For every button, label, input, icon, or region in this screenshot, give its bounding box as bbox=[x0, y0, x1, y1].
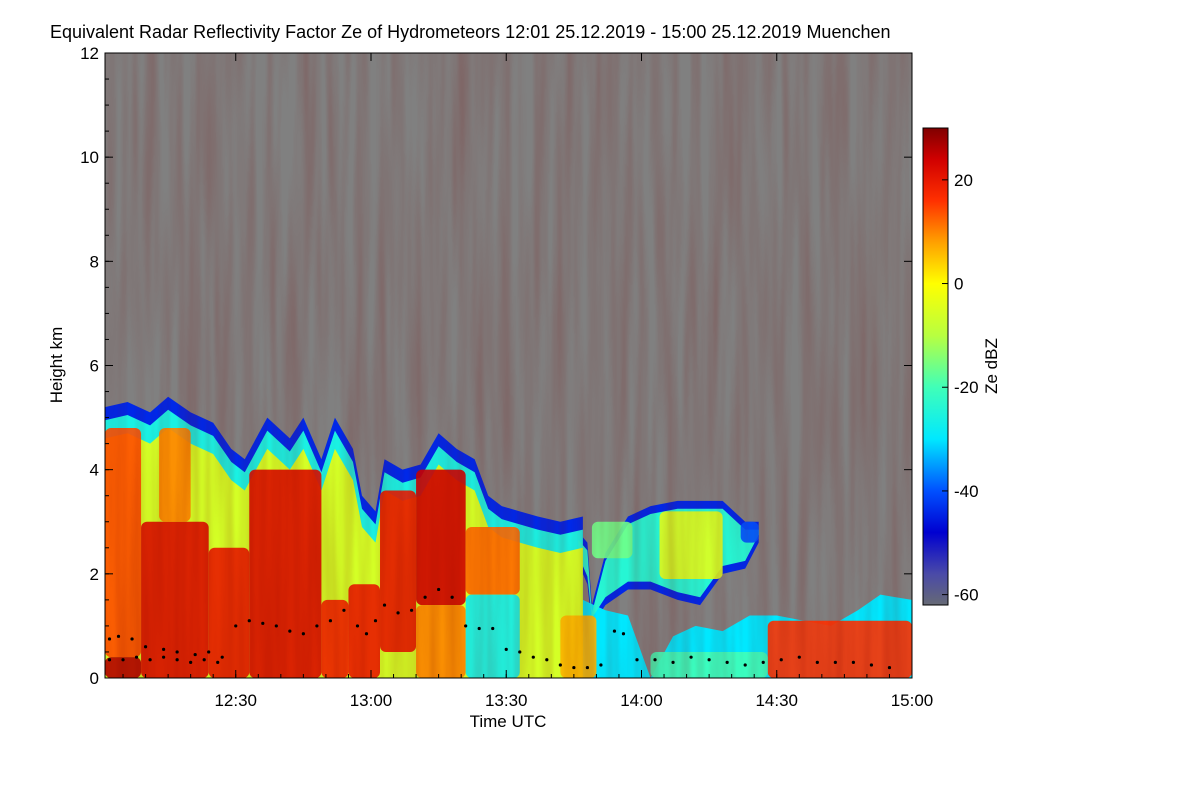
surface-point bbox=[108, 658, 111, 661]
y-tick-label: 12 bbox=[80, 44, 99, 63]
cloud-base-point bbox=[744, 663, 747, 666]
cloud-base-point bbox=[329, 619, 332, 622]
colorbar-gradient bbox=[923, 128, 948, 605]
surface-point bbox=[148, 658, 151, 661]
cloud-base-point bbox=[261, 622, 264, 625]
cloud-base-point bbox=[207, 650, 210, 653]
y-axis-label: Height km bbox=[47, 327, 66, 404]
cloud-base-point bbox=[491, 627, 494, 630]
colorbar: 20 0 -20 -40 -60 Ze dBZ bbox=[923, 128, 1001, 605]
cloud-base-point bbox=[653, 658, 656, 661]
surface-point bbox=[121, 658, 124, 661]
surface-point bbox=[189, 661, 192, 664]
cloud-base-point bbox=[505, 648, 508, 651]
cloud-base-point bbox=[726, 661, 729, 664]
cloud-base-point bbox=[816, 661, 819, 664]
cloud-base-point bbox=[762, 661, 765, 664]
surface-point bbox=[176, 658, 179, 661]
cloud-base-point bbox=[162, 648, 165, 651]
cloud-base-point bbox=[396, 611, 399, 614]
y-tick-label: 10 bbox=[80, 148, 99, 167]
radar-chart: 12:30 13:00 13:30 14:00 14:30 15:00 0 2 4 6 8 10 12… bbox=[0, 0, 1200, 800]
colorbar-label: Ze dBZ bbox=[982, 338, 1001, 394]
x-tick-label: 15:00 bbox=[891, 691, 934, 710]
cloud-base-point bbox=[194, 653, 197, 656]
cloud-base-point bbox=[356, 624, 359, 627]
surface-point bbox=[203, 658, 206, 661]
cloud-base-point bbox=[234, 624, 237, 627]
y-tick-label: 8 bbox=[90, 252, 99, 271]
figure: Equivalent Radar Reflectivity Factor Ze … bbox=[0, 0, 1200, 800]
colorbar-tick-label: -20 bbox=[954, 378, 979, 397]
cloud-base-point bbox=[532, 656, 535, 659]
cloud-base-point bbox=[383, 603, 386, 606]
colorbar-tick-label: -60 bbox=[954, 586, 979, 605]
cloud-base-point bbox=[708, 658, 711, 661]
y-tick-label: 4 bbox=[90, 461, 99, 480]
cloud-base-point bbox=[464, 624, 467, 627]
cloud-base-point bbox=[852, 661, 855, 664]
cloud-base-point bbox=[410, 609, 413, 612]
cloud-base-point bbox=[780, 658, 783, 661]
cloud-base-point bbox=[599, 663, 602, 666]
cloud-base-point bbox=[798, 656, 801, 659]
x-tick-label: 14:30 bbox=[755, 691, 798, 710]
cloud-base-point bbox=[518, 650, 521, 653]
reflectivity-field bbox=[105, 53, 912, 678]
cloud-base-point bbox=[613, 630, 616, 633]
cloud-base-point bbox=[586, 666, 589, 669]
cloud-base-point bbox=[635, 658, 638, 661]
cloud-base-point bbox=[671, 661, 674, 664]
cloud-base-point bbox=[315, 624, 318, 627]
surface-point bbox=[135, 656, 138, 659]
cloud-base-point bbox=[176, 650, 179, 653]
colorbar-tick-label: 20 bbox=[954, 171, 973, 190]
cloud-base-point bbox=[302, 632, 305, 635]
colorbar-tick-label: -40 bbox=[954, 482, 979, 501]
colorbar-tick-label: 0 bbox=[954, 275, 963, 294]
cloud-base-point bbox=[221, 656, 224, 659]
cloud-base-point bbox=[130, 637, 133, 640]
cloud-base-point bbox=[888, 666, 891, 669]
y-tick-label: 0 bbox=[90, 669, 99, 688]
cloud-base-point bbox=[342, 609, 345, 612]
cloud-base-point bbox=[451, 596, 454, 599]
cloud-base-point bbox=[437, 588, 440, 591]
cloud-base-point bbox=[144, 645, 147, 648]
streak-texture bbox=[105, 53, 912, 678]
x-tick-label: 13:30 bbox=[485, 691, 528, 710]
cloud-base-point bbox=[108, 637, 111, 640]
y-tick-label: 6 bbox=[90, 357, 99, 376]
y-tick-label: 2 bbox=[90, 565, 99, 584]
cloud-base-point bbox=[622, 632, 625, 635]
x-axis-label: Time UTC bbox=[470, 712, 547, 731]
cloud-base-point bbox=[870, 663, 873, 666]
cloud-base-point bbox=[834, 661, 837, 664]
surface-point bbox=[216, 661, 219, 664]
cloud-base-point bbox=[478, 627, 481, 630]
cloud-base-point bbox=[689, 656, 692, 659]
cloud-base-point bbox=[423, 596, 426, 599]
x-tick-label: 12:30 bbox=[214, 691, 257, 710]
surface-point bbox=[162, 656, 165, 659]
cloud-base-point bbox=[572, 666, 575, 669]
cloud-base-point bbox=[275, 624, 278, 627]
cloud-base-point bbox=[117, 635, 120, 638]
cloud-base-point bbox=[248, 619, 251, 622]
x-tick-label: 13:00 bbox=[350, 691, 393, 710]
x-tick-label: 14:00 bbox=[620, 691, 663, 710]
cloud-base-point bbox=[559, 663, 562, 666]
cloud-base-point bbox=[545, 658, 548, 661]
cloud-base-point bbox=[365, 632, 368, 635]
cloud-base-point bbox=[288, 630, 291, 633]
cloud-base-point bbox=[374, 619, 377, 622]
